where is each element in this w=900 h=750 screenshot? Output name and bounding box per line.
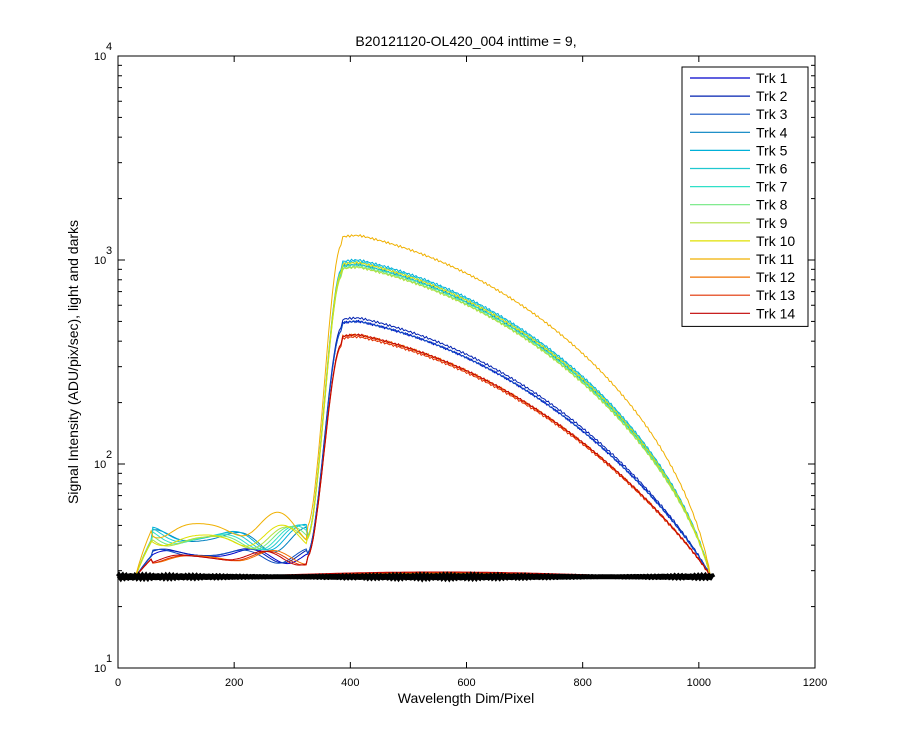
x-tick-label: 1200 bbox=[803, 677, 827, 689]
series-line-trk-10 bbox=[118, 260, 713, 578]
x-axis: 0 200 400 600 800 1000 1200 bbox=[115, 56, 827, 689]
series-line-trk-3 bbox=[118, 319, 713, 578]
legend-label: Trk 1 bbox=[756, 70, 788, 86]
x-tick-label: 400 bbox=[341, 677, 359, 689]
legend-label: Trk 11 bbox=[756, 251, 794, 267]
legend-label: Trk 14 bbox=[756, 305, 795, 321]
y-tick-exponent: 3 bbox=[106, 245, 112, 257]
legend-label: Trk 10 bbox=[756, 233, 795, 249]
x-axis-label: Wavelength Dim/Pixel bbox=[398, 690, 534, 706]
x-tick-label: 800 bbox=[573, 677, 591, 689]
y-tick-label: 10 bbox=[94, 255, 106, 267]
legend-label: Trk 6 bbox=[756, 161, 788, 177]
y-tick-exponent: 2 bbox=[106, 449, 112, 461]
legend-box bbox=[681, 66, 809, 327]
y-tick-exponent: 1 bbox=[106, 653, 112, 665]
legend-label: Trk 13 bbox=[756, 287, 795, 303]
x-tick-label: 200 bbox=[225, 677, 243, 689]
chart-title: B20121120-OL420_004 inttime = 9, bbox=[355, 33, 576, 49]
legend-label: Trk 9 bbox=[756, 215, 788, 231]
series-line-trk-14 bbox=[118, 333, 713, 578]
y-tick-label: 10 bbox=[94, 459, 106, 471]
y-tick-label: 10 bbox=[94, 663, 106, 675]
x-tick-label: 600 bbox=[457, 677, 475, 689]
legend-label: Trk 7 bbox=[756, 179, 788, 195]
legend-label: Trk 2 bbox=[756, 88, 788, 104]
dark-band bbox=[116, 571, 716, 583]
x-tick-label: 1000 bbox=[687, 677, 711, 689]
legend-label: Trk 12 bbox=[756, 269, 795, 285]
legend-label: Trk 5 bbox=[756, 142, 788, 158]
y-axis-label: Signal Intensity (ADU/pix/sec), light an… bbox=[65, 220, 81, 504]
plot-area bbox=[116, 233, 716, 583]
legend: Trk 1 Trk 2 Trk 3 Trk 4 Trk 5 Trk 6 Trk 7 Trk 8… bbox=[681, 66, 809, 327]
legend-label: Trk 4 bbox=[756, 124, 788, 140]
x-tick-label: 0 bbox=[115, 677, 121, 689]
y-tick-exponent: 4 bbox=[106, 41, 112, 53]
series-line-trk-9 bbox=[118, 265, 713, 578]
legend-label: Trk 8 bbox=[756, 197, 788, 213]
series-line-trk-11 bbox=[118, 233, 713, 578]
legend-label: Trk 3 bbox=[756, 106, 788, 122]
y-tick-label: 10 bbox=[94, 51, 106, 63]
